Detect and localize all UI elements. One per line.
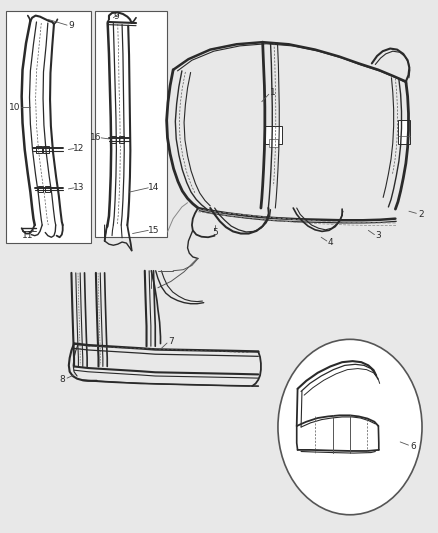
- Text: 9: 9: [69, 21, 74, 30]
- Text: 13: 13: [73, 183, 84, 192]
- Bar: [38, 185, 43, 192]
- Text: 10: 10: [9, 102, 21, 111]
- Text: 8: 8: [60, 375, 66, 384]
- Text: 5: 5: [212, 228, 218, 237]
- Bar: [43, 147, 49, 153]
- Ellipse shape: [278, 340, 422, 515]
- Text: 4: 4: [328, 238, 334, 247]
- Text: 16: 16: [90, 133, 102, 142]
- Text: 14: 14: [148, 183, 159, 192]
- Bar: [111, 136, 117, 143]
- Text: 6: 6: [411, 442, 417, 451]
- Bar: [45, 185, 50, 192]
- Text: 11: 11: [22, 231, 34, 240]
- Bar: [265, 126, 282, 144]
- Text: 2: 2: [418, 210, 424, 219]
- Text: 3: 3: [375, 231, 381, 240]
- Bar: [95, 11, 166, 237]
- Text: 7: 7: [168, 337, 174, 346]
- Bar: [398, 120, 410, 144]
- Bar: [269, 140, 279, 148]
- Text: 12: 12: [73, 144, 84, 153]
- Bar: [36, 147, 42, 153]
- Text: 9: 9: [113, 12, 119, 21]
- Bar: [6, 11, 91, 243]
- Bar: [119, 136, 124, 143]
- Text: 1: 1: [270, 87, 276, 96]
- Text: 15: 15: [148, 226, 159, 235]
